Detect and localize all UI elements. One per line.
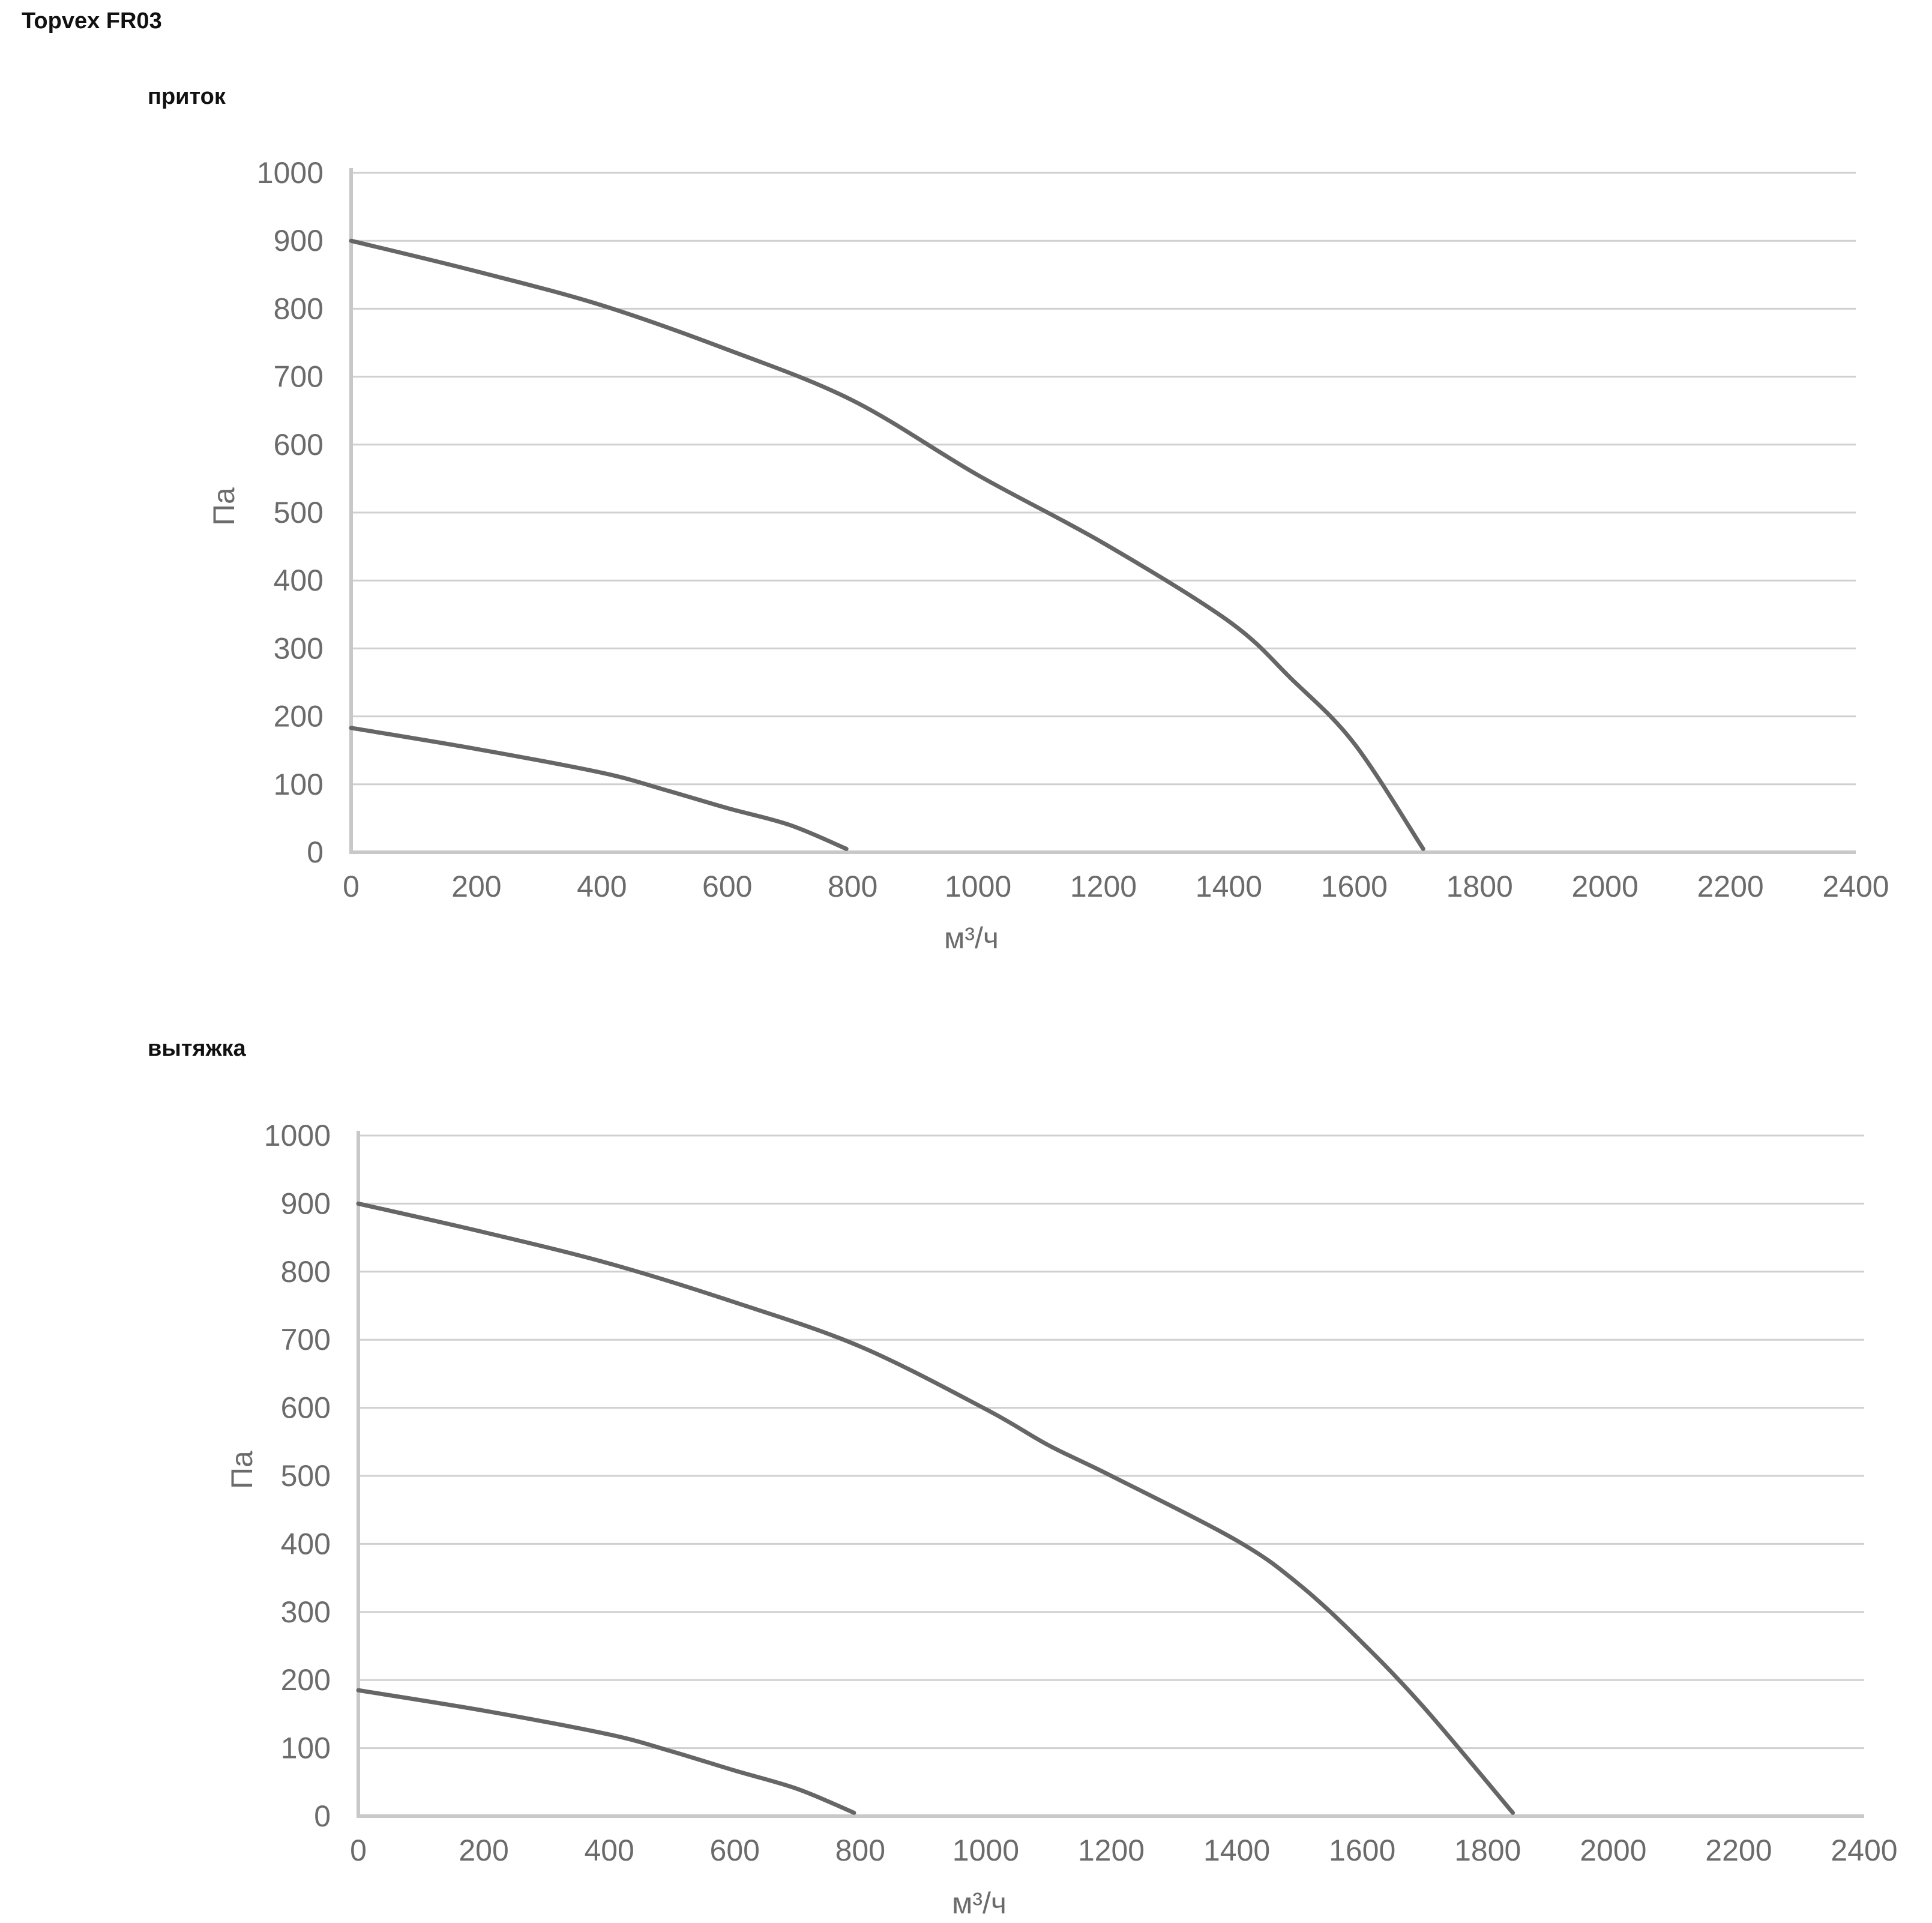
x-tick-label: 2400: [1822, 870, 1889, 903]
y-tick-label: 1000: [257, 156, 324, 190]
supply-chart: 0 100 200 300 400 500 600 700 800 900 1000 0 200 400 6…: [207, 156, 1889, 955]
y-axis-title: Па: [225, 1451, 259, 1489]
x-tick-label: 1000: [952, 1834, 1019, 1867]
fan-curve-1: [356, 1201, 1515, 1815]
y-tick-label: 100: [281, 1732, 331, 1765]
y-tick-label: 900: [281, 1187, 331, 1220]
x-tick-label: 1200: [1070, 870, 1137, 903]
x-tick-label: 200: [451, 870, 501, 903]
fan-curve-2: [356, 1688, 856, 1815]
x-tick-label: 800: [835, 1834, 885, 1867]
y-tick-label: 400: [274, 564, 324, 597]
y-tick-label: 500: [281, 1459, 331, 1493]
x-tick-label: 800: [828, 870, 877, 903]
y-tick-label: 200: [274, 700, 324, 733]
x-tick-label: 1000: [945, 870, 1011, 903]
chart-heading-exhaust: вытяжка: [148, 1036, 246, 1061]
y-tick-label: 400: [281, 1527, 331, 1560]
x-tick-label: 200: [459, 1834, 508, 1867]
x-tick-label: 1800: [1446, 870, 1513, 903]
y-tick-label: 800: [281, 1255, 331, 1289]
x-tick-label: 0: [343, 870, 360, 903]
x-tick-label: 400: [577, 870, 627, 903]
y-tick-label: 900: [274, 224, 324, 257]
y-axis-title: Па: [207, 487, 241, 526]
chart-heading-supply: приток: [148, 84, 226, 109]
y-tick-label: 500: [274, 496, 324, 529]
x-tick-label: 1200: [1078, 1834, 1145, 1867]
y-tick-label: 200: [281, 1663, 331, 1697]
x-tick-label: 2200: [1697, 870, 1763, 903]
x-tick-label: 600: [702, 870, 752, 903]
x-tick-label: 0: [350, 1834, 367, 1867]
exhaust-chart: 0 100 200 300 400 500 600 700 800 900 1000 0 200 400 6…: [225, 1119, 1898, 1920]
fan-curve-2: [349, 726, 849, 851]
y-tick-label: 800: [274, 292, 324, 325]
y-tick-label: 1000: [264, 1119, 331, 1152]
x-tick-label: 600: [710, 1834, 760, 1867]
x-tick-label: 1600: [1321, 870, 1388, 903]
x-tick-label: 1400: [1203, 1834, 1270, 1867]
x-tick-label: 2400: [1831, 1834, 1897, 1867]
x-tick-label: 2000: [1580, 1834, 1646, 1867]
document-title: Topvex FR03: [22, 8, 162, 34]
y-tick-label: 700: [274, 360, 324, 394]
y-tick-label: 0: [314, 1799, 331, 1833]
y-tick-label: 700: [281, 1323, 331, 1356]
x-tick-label: 1600: [1329, 1834, 1395, 1867]
y-tick-label: 100: [274, 768, 324, 801]
y-tick-label: 300: [274, 631, 324, 665]
y-tick-label: 600: [281, 1391, 331, 1425]
x-tick-label: 2000: [1572, 870, 1639, 903]
x-tick-label: 2200: [1705, 1834, 1772, 1867]
y-tick-label: 0: [307, 835, 324, 869]
y-tick-label: 300: [281, 1595, 331, 1629]
y-tick-label: 600: [274, 428, 324, 462]
x-tick-label: 400: [584, 1834, 634, 1867]
x-axis-title: м³/ч: [944, 921, 999, 955]
x-tick-label: 1400: [1196, 870, 1262, 903]
x-axis-title: м³/ч: [952, 1886, 1007, 1920]
fan-curve-1: [349, 238, 1425, 851]
x-tick-label: 1800: [1454, 1834, 1521, 1867]
